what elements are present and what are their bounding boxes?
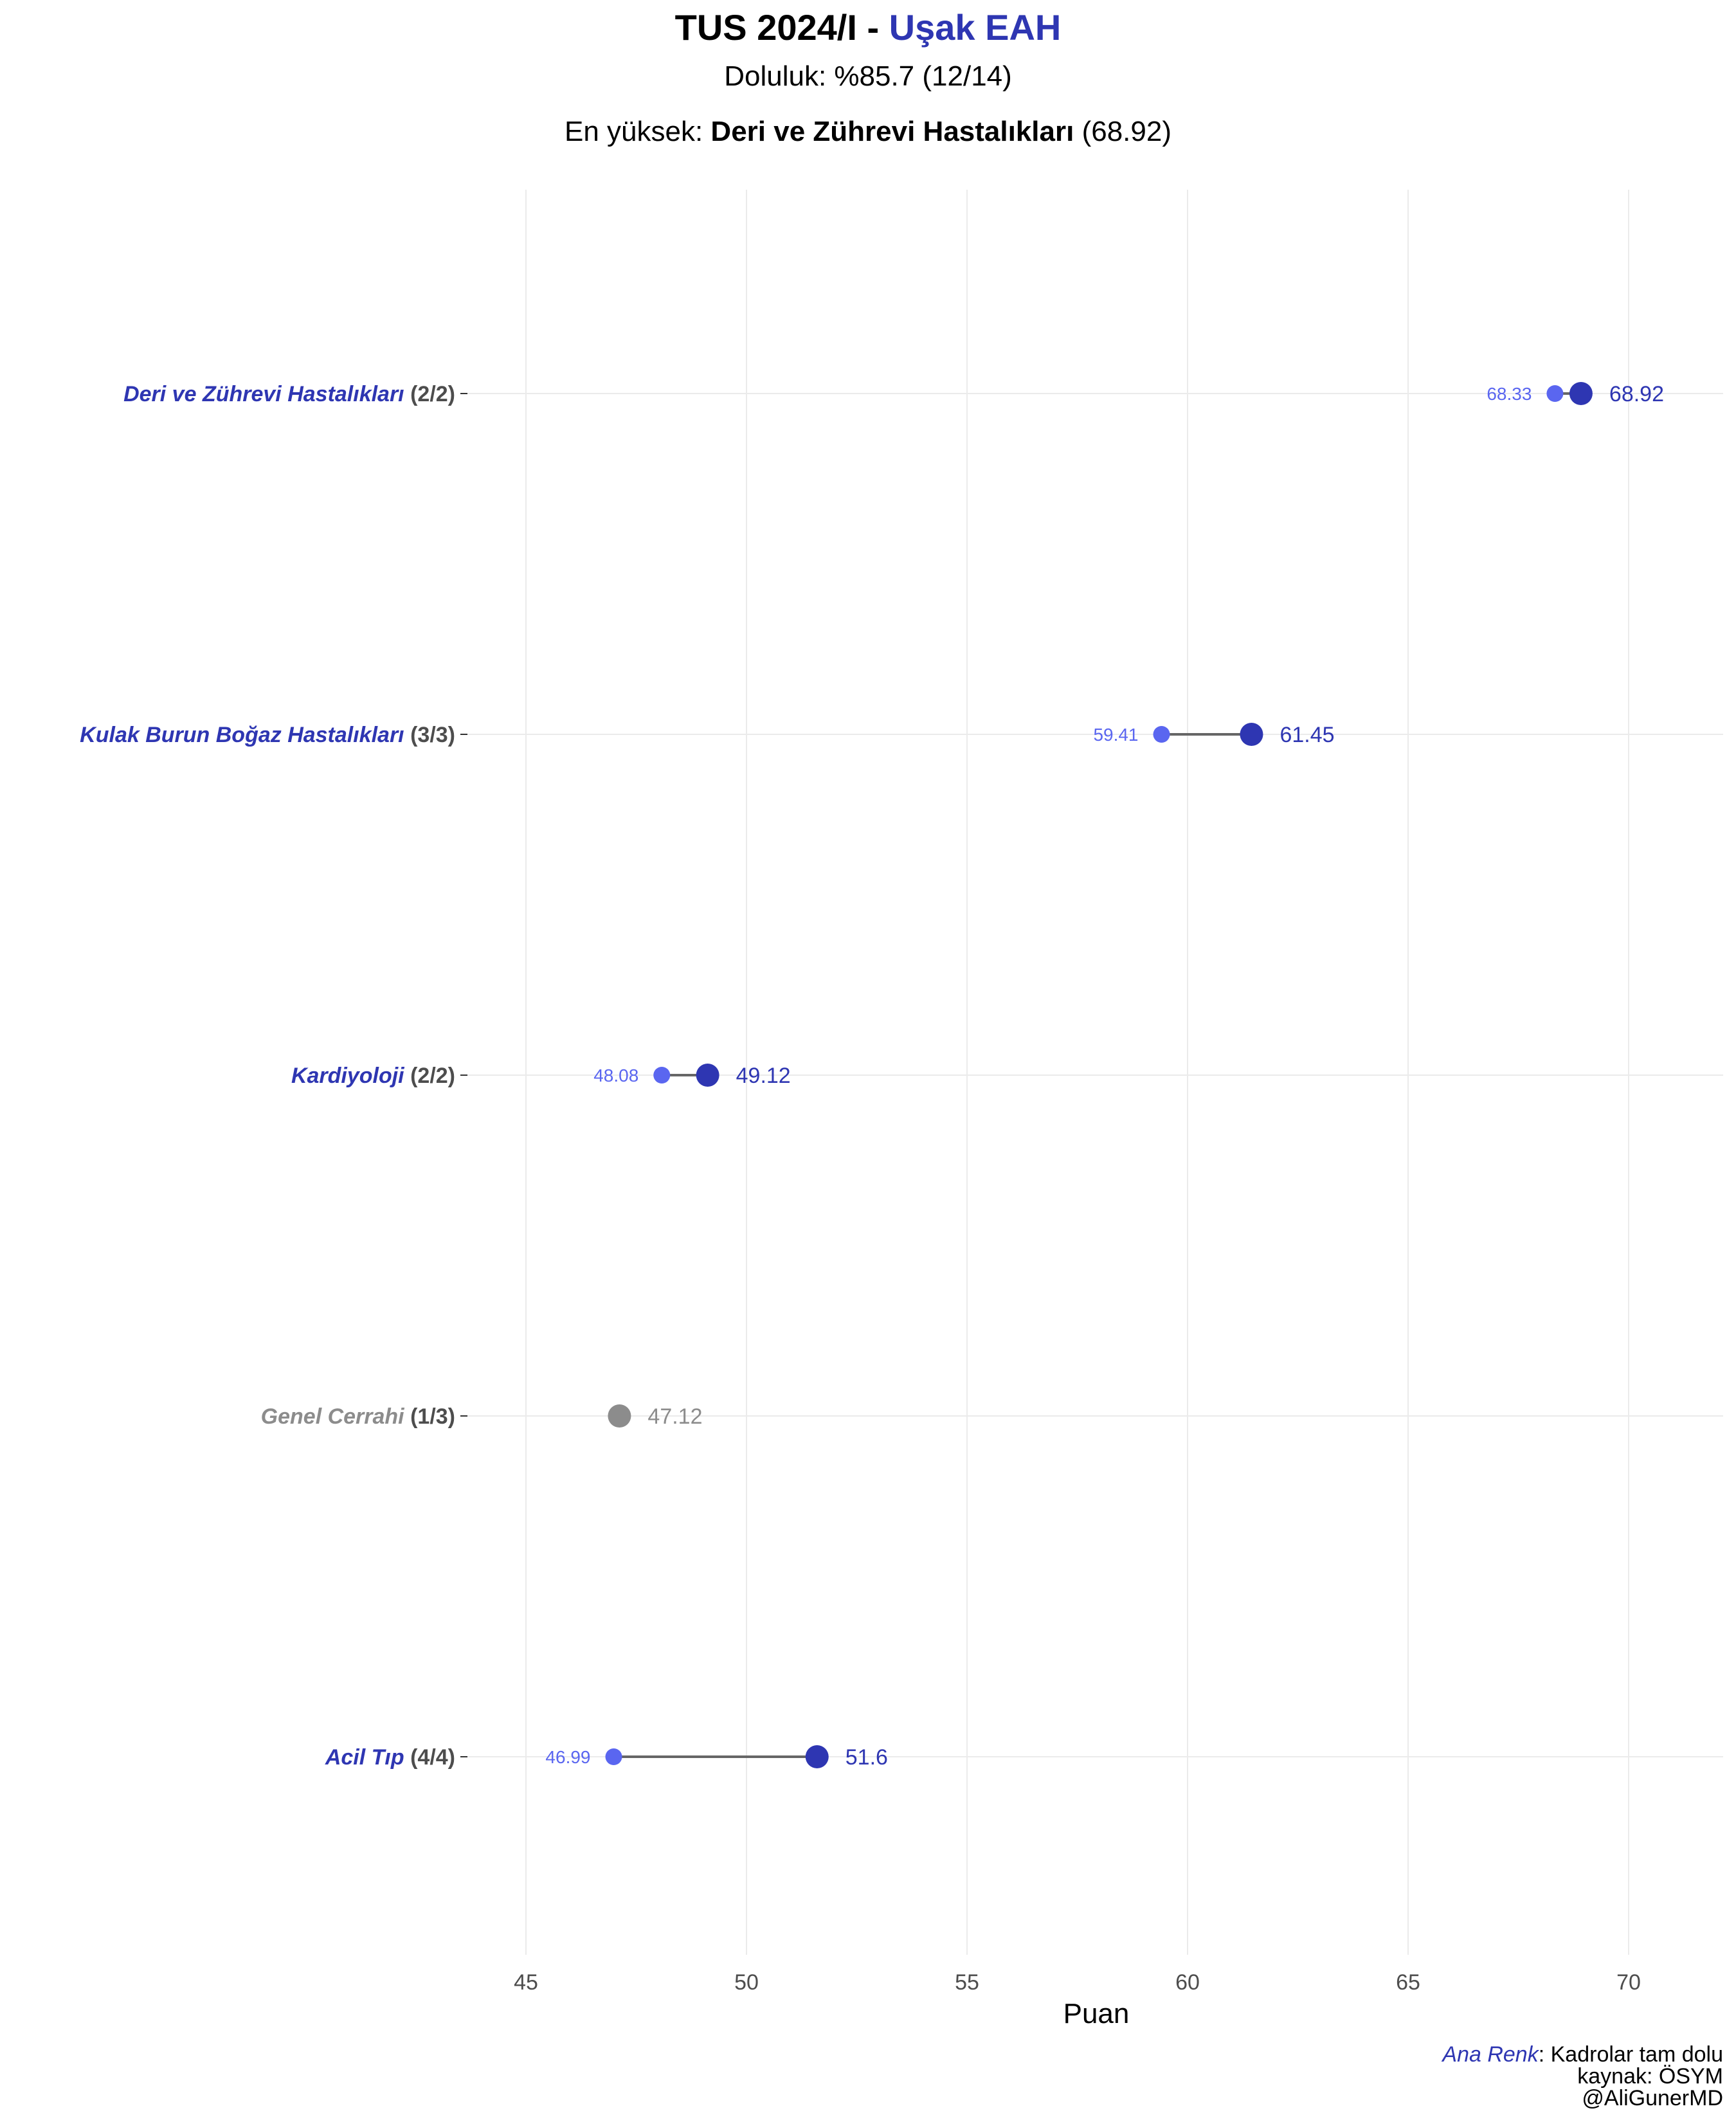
category-count: (3/3) [404,723,455,747]
min-value-label: 68.33 [1487,384,1532,404]
x-tick-label: 60 [1175,1970,1200,1995]
caption-legend-colored: Ana Renk [1441,2042,1539,2067]
category-label: Kardiyoloji (2/2) [291,1064,455,1088]
min-point [653,1067,671,1084]
highest-score: (68.92) [1074,116,1171,147]
max-value-label: 49.12 [736,1064,791,1088]
chart-subtitle-occupancy: Doluluk: %85.7 (12/14) [724,60,1012,92]
max-value-label: 61.45 [1279,723,1334,747]
category-count: (4/4) [404,1745,455,1770]
highest-prefix: En yüksek: [565,116,710,147]
category-count: (1/3) [404,1404,455,1429]
category-count: (2/2) [404,382,455,406]
category-label: Kulak Burun Boğaz Hastalıkları (3/3) [80,723,455,747]
category-label: Deri ve Zührevi Hastalıkları (2/2) [123,382,455,406]
chart-subtitle-highest: En yüksek: Deri ve Zührevi Hastalıkları … [565,116,1171,147]
min-value-label: 48.08 [593,1066,638,1085]
category-count: (2/2) [404,1064,455,1088]
x-tick-label: 50 [734,1970,759,1995]
max-point [1240,723,1263,746]
plot-area: 45 50 55 60 65 70 Deri ve Zührevi Hastalıkları… [80,190,1723,1995]
max-value-label: 47.12 [647,1404,702,1429]
caption-handle: @AliGunerMD [1582,2086,1723,2110]
x-tick-label: 65 [1396,1970,1420,1995]
x-axis-title: Puan [1063,1998,1130,2029]
x-tick-label: 55 [955,1970,979,1995]
x-tick-label: 45 [514,1970,538,1995]
min-point [1546,385,1564,402]
category-label: Acil Tıp (4/4) [325,1745,455,1770]
chart-title: TUS 2024/I - Uşak EAH [675,7,1062,48]
category-name: Kardiyoloji [291,1064,405,1088]
caption-legend: Ana Renk: Kadrolar tam dolu [1441,2042,1723,2067]
max-value-label: 68.92 [1609,382,1664,406]
max-point [608,1404,631,1428]
min-value-label: 46.99 [545,1747,590,1767]
category-name: Kulak Burun Boğaz Hastalıkları [80,723,404,747]
chart-title-prefix: TUS 2024/I - [675,7,889,48]
min-point [605,1748,622,1765]
min-value-label: 59.41 [1093,725,1138,745]
category-label: Genel Cerrahi (1/3) [261,1404,455,1429]
max-point [1569,382,1593,405]
category-name: Genel Cerrahi [261,1404,406,1429]
category-name: Acil Tıp [325,1745,404,1770]
max-point [696,1064,719,1087]
highest-department: Deri ve Zührevi Hastalıkları [710,116,1074,147]
min-point [1153,726,1170,743]
max-value-label: 51.6 [845,1745,888,1770]
caption-legend-rest: : Kadrolar tam dolu [1539,2042,1723,2067]
chart-title-highlight: Uşak EAH [889,7,1062,48]
x-tick-label: 70 [1616,1970,1641,1995]
category-name: Deri ve Zührevi Hastalıkları [123,382,404,406]
caption-source: kaynak: ÖSYM [1577,2064,1723,2089]
max-point [805,1745,829,1768]
